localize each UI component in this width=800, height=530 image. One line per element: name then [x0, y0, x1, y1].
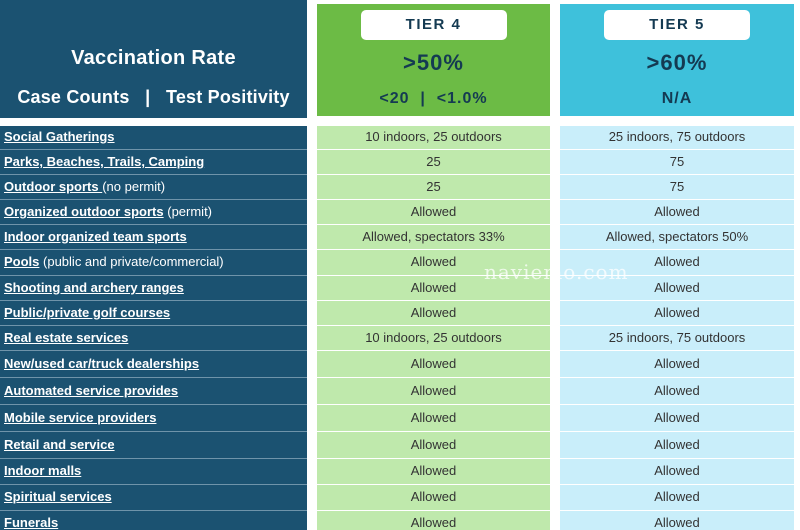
activity-link[interactable]: New/used car/truck dealerships	[4, 356, 200, 371]
tier5-cell: Allowed, spectators 50%	[560, 225, 794, 250]
tier4-cell: 10 indoors, 25 outdoors	[317, 126, 550, 150]
activity-note: (public and private/commercial)	[39, 254, 224, 269]
activity-link[interactable]: Spiritual services	[4, 489, 112, 504]
tier4-cell: 25	[317, 175, 550, 200]
tier4-cell: Allowed	[317, 405, 550, 432]
activity-link[interactable]: Pools	[4, 254, 40, 269]
table-row: Real estate services	[0, 326, 307, 351]
activity-link[interactable]: Real estate services	[4, 330, 129, 345]
tier4-cell: Allowed, spectators 33%	[317, 225, 550, 250]
tier-4-label: TIER 4	[360, 10, 507, 40]
tier5-cell: 25 indoors, 75 outdoors	[560, 126, 794, 150]
tier4-cell: 25	[317, 150, 550, 175]
tier5-cell: Allowed	[560, 405, 794, 432]
tier4-cell: Allowed	[317, 351, 550, 378]
activity-link[interactable]: Parks, Beaches, Trails, Camping	[4, 154, 205, 169]
table-row: New/used car/truck dealerships	[0, 351, 307, 378]
table-row: Social Gatherings	[0, 126, 307, 150]
tier4-cell: Allowed	[317, 200, 550, 225]
vaccination-rate-heading: Vaccination Rate	[71, 47, 236, 69]
table-row: Automated service provides	[0, 378, 307, 405]
case-positivity-heading: Case Counts | Test Positivity	[17, 87, 290, 107]
activity-link[interactable]: Organized outdoor sports	[4, 204, 164, 219]
table-row: Outdoor sports (no permit)	[0, 175, 307, 200]
tier4-cell: Allowed	[317, 511, 550, 530]
activity-link[interactable]: Retail and service	[4, 437, 115, 452]
tier-5-label: TIER 5	[604, 10, 750, 40]
tier-5-column: 25 indoors, 75 outdoors 75 75 Allowed Allowe…	[560, 126, 794, 530]
activity-link[interactable]: Funerals	[4, 515, 59, 530]
tier5-cell: Allowed	[560, 459, 794, 485]
tier-4-header: TIER 4 >50% <20 | <1.0%	[317, 4, 550, 116]
tier4-cell: 10 indoors, 25 outdoors	[317, 326, 550, 351]
table-row: Mobile service providers	[0, 405, 307, 432]
activity-link[interactable]: Public/private golf courses	[4, 305, 171, 320]
tier5-cell: Allowed	[560, 301, 794, 326]
tier-5-case-positivity: N/A	[661, 90, 693, 107]
table-row: Spiritual services	[0, 485, 307, 511]
tier4-cell: Allowed	[317, 459, 550, 485]
activity-link[interactable]: Automated service provides	[4, 383, 179, 398]
tier4-cell: Allowed	[317, 378, 550, 405]
activity-link[interactable]: Indoor malls	[4, 463, 82, 478]
activity-link[interactable]: Mobile service providers	[4, 410, 157, 425]
tier5-cell: Allowed	[560, 276, 794, 301]
table-row: Shooting and archery ranges	[0, 276, 307, 301]
tier5-cell: Allowed	[560, 485, 794, 511]
tier4-cell: Allowed	[317, 485, 550, 511]
tier5-cell: 75	[560, 150, 794, 175]
table-row: Retail and service	[0, 432, 307, 459]
activity-link[interactable]: Outdoor sports	[4, 179, 103, 194]
tier5-cell: Allowed	[560, 432, 794, 459]
table-row: Parks, Beaches, Trails, Camping	[0, 150, 307, 175]
activity-link[interactable]: Indoor organized team sports	[4, 229, 187, 244]
tier4-cell: Allowed	[317, 432, 550, 459]
table-row: Indoor organized team sports	[0, 225, 307, 250]
tier4-cell: Allowed	[317, 276, 550, 301]
tier5-cell: Allowed	[560, 200, 794, 225]
activity-link[interactable]: Social Gatherings	[4, 129, 115, 144]
tier-5-header: TIER 5 >60% N/A	[560, 4, 794, 116]
tier5-cell: Allowed	[560, 250, 794, 276]
tier-4-vaccination: >50%	[403, 50, 464, 75]
tier5-cell: 75	[560, 175, 794, 200]
tier-4-column: 10 indoors, 25 outdoors 25 25 Allowed Allowe…	[317, 126, 550, 530]
table-row: Indoor malls	[0, 459, 307, 485]
table-row: Funerals	[0, 511, 307, 530]
tier-4-case-positivity: <20 | <1.0%	[379, 90, 488, 107]
tier4-cell: Allowed	[317, 250, 550, 276]
activity-column: Social Gatherings Parks, Beaches, Trails,…	[0, 126, 307, 530]
table-row: Pools (public and private/commercial)	[0, 250, 307, 276]
tier5-cell: 25 indoors, 75 outdoors	[560, 326, 794, 351]
tier4-cell: Allowed	[317, 301, 550, 326]
watermark: naviemo.com	[484, 260, 629, 284]
table-row: Organized outdoor sports (permit)	[0, 200, 307, 225]
tier-5-vaccination: >60%	[646, 50, 708, 75]
tier5-cell: Allowed	[560, 378, 794, 405]
criteria-header: Vaccination Rate Case Counts | Test Posi…	[0, 0, 307, 118]
activity-note: (no permit)	[102, 179, 166, 194]
activity-note: (permit)	[163, 204, 213, 219]
table-row: Public/private golf courses	[0, 301, 307, 326]
tier5-cell: Allowed	[560, 351, 794, 378]
tier5-cell: Allowed	[560, 511, 794, 530]
activity-link[interactable]: Shooting and archery ranges	[4, 280, 184, 295]
